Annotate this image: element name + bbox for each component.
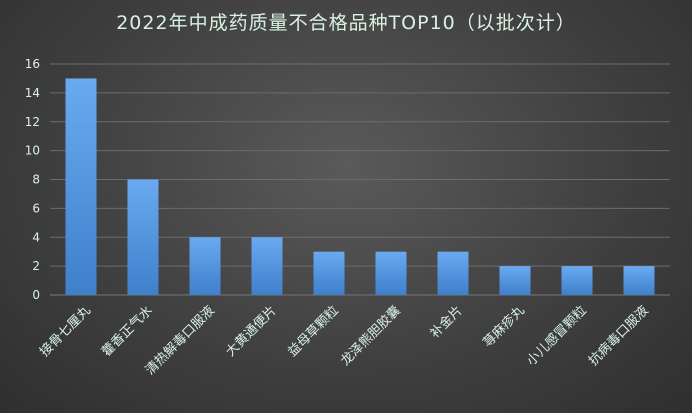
bar-9 (623, 266, 655, 295)
x-category-label-0: 接骨七厘丸 (37, 303, 94, 360)
x-category-label-3: 大黄通便片 (223, 303, 280, 360)
bar-1 (127, 179, 159, 295)
bars (65, 78, 655, 295)
y-tick-label-2: 4 (32, 230, 40, 244)
x-category-label-8: 小儿感冒颗粒 (523, 303, 589, 369)
y-tick-label-1: 2 (32, 259, 40, 273)
bar-6 (437, 251, 469, 295)
x-category-label-7: 荨麻疹丸 (480, 303, 528, 351)
y-tick-label-6: 12 (25, 115, 40, 129)
y-axis-ticks: 0 2 4 6 8 10 12 14 16 (25, 57, 40, 302)
y-tick-label-5: 10 (25, 144, 40, 158)
x-category-label-9: 抗病毒口服液 (586, 303, 652, 369)
x-category-label-6: 补金片 (427, 303, 466, 342)
chart-title: 2022年中成药质量不合格品种TOP10（以批次计） (116, 12, 576, 34)
grid-lines (50, 63, 670, 296)
y-tick-label-8: 16 (25, 57, 40, 71)
bar-0 (65, 78, 97, 295)
bar-5 (375, 251, 407, 295)
x-category-label-4: 益母草颗粒 (285, 303, 342, 360)
y-tick-label-4: 8 (32, 173, 40, 187)
y-tick-label-0: 0 (32, 288, 40, 302)
bar-4 (313, 251, 345, 295)
x-category-label-1: 藿香正气水 (99, 303, 156, 360)
bar-8 (561, 266, 593, 295)
x-category-label-5: 龙泽熊胆胶囊 (337, 303, 403, 369)
y-tick-label-3: 6 (32, 201, 40, 215)
y-tick-label-7: 14 (25, 86, 40, 100)
bar-2 (189, 237, 221, 295)
bar-7 (499, 266, 531, 295)
bar-3 (251, 237, 283, 295)
